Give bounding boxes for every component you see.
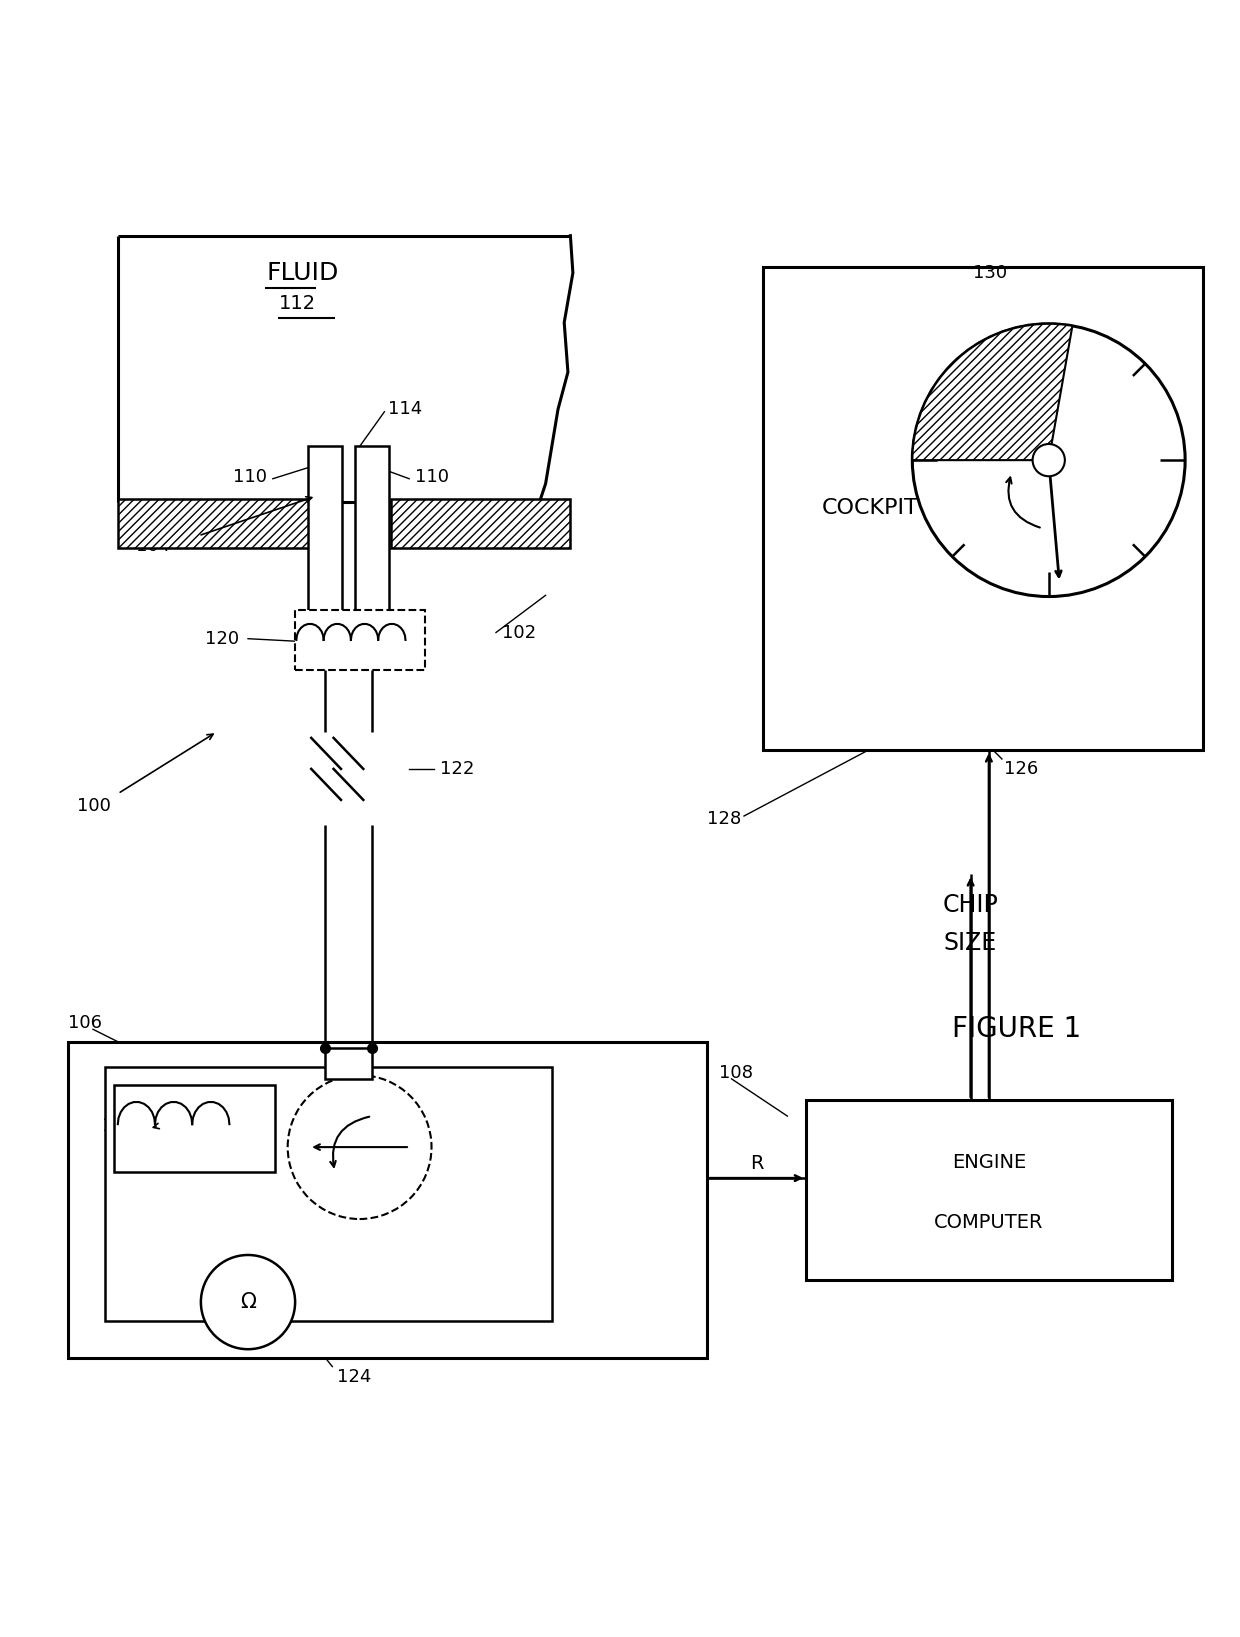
Text: 110: 110 (233, 468, 267, 486)
Text: FIGURE 1: FIGURE 1 (952, 1015, 1081, 1043)
Bar (295, 611, 425, 670)
Polygon shape (913, 324, 1073, 460)
Text: 118: 118 (102, 1116, 136, 1134)
Text: 116: 116 (453, 1203, 487, 1221)
Text: COMPUTER: COMPUTER (934, 1213, 1044, 1231)
Bar (325, 1048, 372, 1079)
Bar (68, 1041, 707, 1359)
Text: 122: 122 (440, 760, 475, 778)
Bar (114, 1085, 275, 1172)
Text: Ω: Ω (241, 1292, 255, 1313)
Text: CHIP: CHIP (942, 894, 998, 917)
Bar (806, 1100, 1172, 1280)
Bar (105, 1066, 552, 1321)
Text: 126: 126 (1004, 760, 1039, 778)
Text: SIZE: SIZE (944, 930, 997, 954)
Text: 124: 124 (337, 1367, 372, 1385)
Text: 114: 114 (388, 401, 423, 419)
Text: R: R (750, 1154, 763, 1172)
Text: 130: 130 (973, 264, 1008, 282)
Circle shape (201, 1256, 295, 1349)
Text: 112: 112 (279, 295, 316, 313)
Text: 100: 100 (77, 797, 110, 815)
Text: ENGINE: ENGINE (952, 1154, 1025, 1172)
Bar (763, 267, 1203, 750)
Text: 110: 110 (415, 468, 449, 486)
Text: 102: 102 (502, 624, 537, 642)
Text: 104: 104 (136, 537, 171, 555)
Bar (355, 447, 389, 660)
Text: COCKPIT: COCKPIT (822, 499, 919, 519)
Bar (118, 499, 310, 548)
Bar (391, 499, 570, 548)
Text: 106: 106 (68, 1013, 102, 1031)
Bar (308, 447, 342, 660)
Text: 132: 132 (259, 1200, 294, 1218)
Text: 128: 128 (707, 810, 742, 827)
Text: 120: 120 (205, 630, 239, 648)
Circle shape (913, 324, 1185, 596)
Circle shape (1033, 444, 1065, 476)
Text: FLUID: FLUID (267, 260, 339, 285)
Text: 108: 108 (719, 1064, 753, 1082)
